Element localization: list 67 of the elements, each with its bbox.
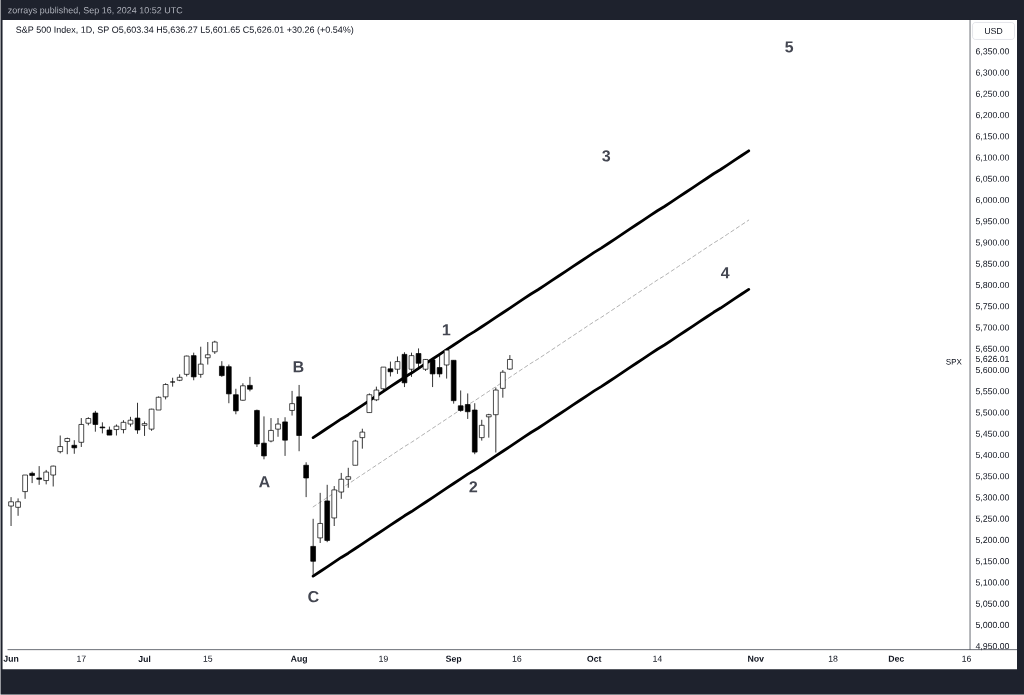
- y-tick-label: 5,000.00: [975, 622, 1010, 630]
- y-tick-label: 5,950.00: [975, 218, 1010, 226]
- candlestick: [359, 428, 366, 450]
- candlestick: [64, 437, 70, 455]
- y-tick-label: 5,450.00: [975, 430, 1010, 439]
- y-tick-label: 6,300.00: [975, 69, 1010, 77]
- x-tick-label: Jul: [138, 655, 151, 663]
- candlestick: [71, 439, 78, 455]
- y-tick-label: 5,600.00: [975, 367, 1010, 375]
- x-tick-label: 17: [77, 655, 86, 662]
- y-tick-label: 5,626.01: [975, 356, 1009, 364]
- y-tick-label: 5,850.00: [975, 260, 1010, 269]
- x-tick-label: 16: [512, 655, 522, 662]
- x-tick-label: 15: [203, 655, 213, 662]
- annotation: B: [293, 361, 304, 373]
- x-tick-label: Dec: [888, 655, 904, 662]
- y-tick-label: 4,950.00: [975, 643, 1010, 651]
- x-tick-label: Oct: [587, 655, 602, 662]
- y-tick-label: 5,250.00: [975, 515, 1010, 523]
- y-tick-label: 6,350.00: [975, 48, 1010, 56]
- line-series: [312, 219, 750, 508]
- y-tick-label: 5,700.00: [975, 324, 1010, 332]
- annotation: 3: [602, 150, 611, 162]
- candlestick: [205, 341, 211, 366]
- annotation: A: [259, 476, 270, 488]
- y-tick-label: 5,800.00: [975, 282, 1010, 290]
- y-axis-title: USD: [985, 28, 1003, 35]
- y-tick-label: 5,750.00: [975, 303, 1010, 311]
- y-tick-label: 6,200.00: [975, 112, 1010, 120]
- annotation: 4: [720, 267, 730, 279]
- y-tick-label: 6,250.00: [975, 90, 1010, 99]
- x-tick-label: 18: [828, 655, 838, 662]
- y-tick-label: 5,100.00: [975, 579, 1010, 587]
- y-tick-label: 6,000.00: [975, 197, 1010, 205]
- text: zorrays published, Sep 16, 2024 10:52 UTC: [8, 6, 183, 16]
- y-tick-label: 5,550.00: [975, 388, 1010, 396]
- y-tick-label: 5,500.00: [975, 409, 1010, 417]
- y-tick-label: 5,650.00: [975, 345, 1010, 354]
- y-tick-label: 5,900.00: [975, 239, 1010, 247]
- x-tick-label: Nov: [748, 655, 764, 662]
- annotation: SPX: [946, 359, 962, 365]
- annotation: C: [308, 591, 319, 603]
- y-tick-label: 5,300.00: [975, 494, 1010, 502]
- annotation: 1: [442, 324, 451, 336]
- y-tick-label: 6,100.00: [975, 154, 1010, 162]
- text: S&P 500 Index, 1D, SP O5,603.34 H5,636.27 L5,601.65 C5,626.01 +30.26 (+0.54%): [16, 26, 354, 35]
- candlestick: [303, 462, 309, 498]
- x-tick-label: Aug: [290, 655, 307, 664]
- x-tick-label: 19: [379, 655, 388, 662]
- y-tick-label: 5,350.00: [975, 473, 1010, 481]
- candlestick: [268, 417, 274, 443]
- x-tick-label: 14: [653, 655, 662, 662]
- y-tick-label: 5,050.00: [975, 600, 1010, 608]
- y-tick-label: 5,400.00: [975, 452, 1010, 460]
- line-series: [311, 149, 751, 440]
- x-tick-label: 16: [962, 655, 971, 662]
- annotation: 2: [469, 481, 478, 493]
- candlestick: [500, 369, 506, 399]
- candlestick: [169, 377, 176, 388]
- y-tick-label: 5,200.00: [975, 537, 1010, 545]
- x-tick-label: Sep: [445, 655, 462, 664]
- candlestick: [78, 417, 85, 448]
- x-tick-label: Jun: [3, 655, 19, 662]
- annotation: 5: [785, 41, 794, 53]
- y-tick-label: 5,150.00: [975, 558, 1010, 566]
- y-tick-label: 6,050.00: [975, 175, 1010, 184]
- y-tick-label: 6,150.00: [975, 133, 1010, 141]
